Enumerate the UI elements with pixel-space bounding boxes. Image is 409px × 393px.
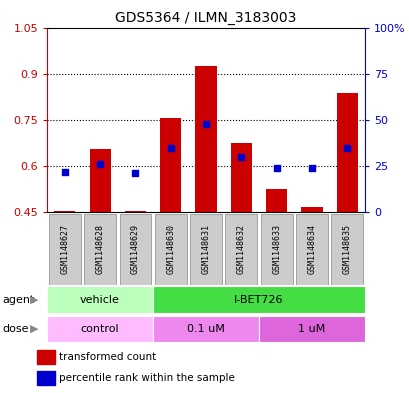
FancyBboxPatch shape (225, 214, 256, 285)
Bar (230, 143, 251, 213)
Text: vehicle: vehicle (80, 295, 120, 305)
Text: GSM1148628: GSM1148628 (95, 224, 104, 274)
Text: dose: dose (2, 324, 29, 334)
FancyBboxPatch shape (260, 214, 292, 285)
FancyBboxPatch shape (258, 316, 364, 342)
FancyBboxPatch shape (84, 214, 116, 285)
Point (308, 165, 315, 171)
Bar (160, 118, 181, 213)
Point (202, 121, 209, 127)
Text: GSM1148635: GSM1148635 (342, 224, 351, 274)
FancyBboxPatch shape (119, 214, 151, 285)
Bar (336, 93, 357, 213)
Text: control: control (81, 324, 119, 334)
Point (61, 169, 68, 175)
Point (167, 144, 173, 151)
Text: GSM1148631: GSM1148631 (201, 224, 210, 274)
FancyBboxPatch shape (47, 316, 153, 342)
Text: GSM1148627: GSM1148627 (60, 224, 69, 274)
FancyBboxPatch shape (330, 214, 362, 285)
FancyBboxPatch shape (49, 214, 81, 285)
Text: GSM1148630: GSM1148630 (166, 224, 175, 274)
Text: GSM1148629: GSM1148629 (130, 224, 139, 274)
Text: agent: agent (2, 295, 34, 305)
Bar (37, 350, 55, 364)
Bar (37, 371, 55, 386)
Bar (195, 66, 216, 213)
Text: 1 uM: 1 uM (298, 324, 325, 334)
Point (132, 170, 138, 176)
FancyBboxPatch shape (295, 214, 327, 285)
Text: GSM1148634: GSM1148634 (307, 224, 316, 274)
Point (97, 161, 103, 167)
FancyBboxPatch shape (47, 286, 153, 313)
FancyBboxPatch shape (153, 286, 364, 313)
Text: I-BET726: I-BET726 (234, 295, 283, 305)
Point (273, 164, 279, 171)
Point (238, 154, 244, 161)
Bar (89, 149, 110, 213)
FancyBboxPatch shape (155, 214, 186, 285)
Text: 0.1 uM: 0.1 uM (187, 324, 225, 334)
Point (343, 144, 350, 151)
Text: GSM1148633: GSM1148633 (272, 224, 281, 274)
FancyBboxPatch shape (153, 316, 258, 342)
Text: GSM1148632: GSM1148632 (236, 224, 245, 274)
Bar (54, 211, 75, 213)
Bar (124, 211, 146, 213)
Bar (265, 189, 287, 213)
Text: ▶: ▶ (30, 295, 39, 305)
Bar (301, 207, 322, 213)
Text: ▶: ▶ (30, 324, 39, 334)
Title: GDS5364 / ILMN_3183003: GDS5364 / ILMN_3183003 (115, 11, 296, 25)
Text: percentile rank within the sample: percentile rank within the sample (59, 373, 235, 383)
Text: transformed count: transformed count (59, 351, 156, 362)
FancyBboxPatch shape (190, 214, 221, 285)
